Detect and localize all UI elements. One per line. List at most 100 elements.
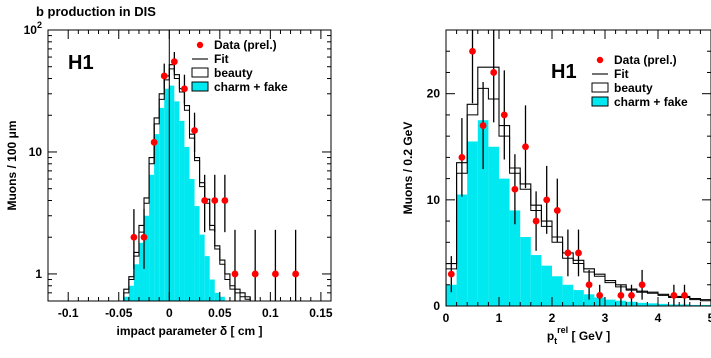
data-point	[150, 138, 158, 146]
charm-fake-bar	[562, 284, 574, 306]
x-axis-title-main: p	[547, 329, 554, 343]
charm-fake-bar	[209, 279, 215, 301]
charm-fake-bar	[467, 141, 478, 306]
legend-data-marker	[196, 41, 204, 49]
charm-fake-bar	[169, 85, 175, 301]
charm-fake-bar	[477, 120, 489, 306]
x-axis-title-unit: [ GeV ]	[572, 329, 611, 343]
data-point	[201, 197, 209, 204]
charm-fake-bar	[499, 178, 510, 306]
data-point	[638, 281, 646, 289]
data-point	[211, 197, 219, 204]
impact-parameter-panel: -0.1 -0.05 0 0.05 0.1 0.15 1 10 102 Muons / 100 μ…	[5, 20, 333, 338]
x-tick-label: 0	[166, 306, 173, 320]
page-title: b production in DIS	[36, 4, 156, 19]
x-tick-label: 1	[496, 311, 503, 325]
charm-fake-bar	[199, 234, 205, 301]
data-point	[681, 291, 688, 299]
charm-fake-bar	[456, 194, 468, 306]
charm-fake-bar	[658, 303, 669, 306]
data-point	[617, 291, 625, 299]
legend-beauty-box	[191, 67, 209, 78]
legend-label: charm + fake	[614, 95, 688, 109]
plot-frame	[445, 29, 711, 307]
x-axis-title-unit: [ cm ]	[230, 324, 262, 338]
x-tick-label: 0.1	[262, 306, 279, 320]
data-point	[140, 233, 148, 241]
data-point	[511, 185, 519, 193]
y-axis-title: Muons / 100 μm	[5, 120, 19, 210]
charm-fake-bar	[583, 294, 595, 306]
charm-fake-bar	[541, 265, 552, 306]
x-axis-title-superscript: rel	[557, 325, 568, 335]
charm-fake-bar	[700, 304, 711, 306]
data-point	[522, 143, 529, 151]
legend-label: Data (prel.)	[214, 38, 277, 52]
data-point	[532, 217, 540, 225]
data-point	[272, 270, 279, 278]
experiment-label: H1	[68, 52, 94, 74]
beauty-outline	[446, 87, 711, 306]
charm-fake-bar	[689, 304, 701, 306]
charm-fake-bar	[204, 256, 210, 301]
data-point	[170, 58, 178, 66]
data-point	[575, 249, 582, 257]
charm-fake-bar	[174, 101, 180, 301]
y-tick-label: 20	[427, 87, 441, 101]
x-tick-label: 0.15	[309, 306, 333, 320]
data-point	[447, 270, 455, 278]
legend-beauty-box	[591, 82, 609, 93]
x-axis-title: ptrel [ GeV ]	[547, 325, 610, 346]
data-point	[458, 153, 466, 161]
plot-area	[446, 30, 711, 306]
data-point	[553, 207, 561, 214]
charm-fake-bar	[219, 296, 225, 301]
legend-label: charm + fake	[214, 80, 288, 94]
x-tick-label: 2	[549, 311, 556, 325]
data-point	[292, 270, 300, 278]
legend-data-marker	[596, 56, 604, 64]
x-tick-label: 5	[708, 311, 711, 325]
data-point	[596, 291, 604, 299]
y-tick-superscript: 2	[37, 20, 42, 30]
charm-fake-bar	[647, 303, 658, 306]
data-point	[160, 72, 168, 80]
charm-fake-bar	[159, 107, 165, 301]
x-axis-title-subscript: t	[554, 336, 557, 346]
x-tick-label: 4	[655, 311, 662, 325]
y-tick-label: 0	[433, 299, 440, 313]
y-tick-label: 102	[24, 20, 42, 37]
data-point	[251, 270, 259, 278]
y-axis-title: Muons / 0.2 GeV	[401, 122, 415, 215]
charm-fake-bar	[605, 299, 616, 306]
x-tick-label: -0.05	[105, 306, 133, 320]
data-point	[130, 233, 138, 241]
charm-fake-bar	[488, 146, 499, 306]
charm-fake-bar	[636, 302, 648, 306]
charm-fake-bar	[530, 255, 542, 306]
data-point	[469, 47, 476, 55]
plot-area	[123, 30, 300, 301]
data-point	[585, 281, 593, 289]
x-axis-title-main: impact parameter δ	[116, 324, 227, 338]
pt-rel-panel: 0 1 2 3 4 5 0 10 20 Muons / 0.2 GeV ptrel [ GeV ] H…	[401, 29, 711, 346]
data-point	[564, 249, 572, 257]
charm-fake-bar	[194, 206, 200, 301]
data-point	[479, 122, 487, 129]
legend-charm-box	[591, 96, 609, 107]
data-point	[221, 197, 229, 204]
x-tick-label: -0.1	[58, 306, 79, 320]
charm-fake-bar	[123, 296, 129, 301]
charm-fake-bar	[509, 210, 521, 306]
data-point	[231, 270, 239, 278]
y-tick-label: 10	[29, 145, 43, 159]
legend-label: Fit	[614, 67, 629, 81]
charm-fake-bar	[552, 276, 563, 306]
x-tick-label: 3	[602, 311, 609, 325]
x-tick-label: 0	[443, 311, 450, 325]
data-point	[543, 196, 551, 204]
legend-label: beauty	[214, 66, 253, 80]
x-axis-title: impact parameter δ [ cm ]	[116, 324, 262, 338]
